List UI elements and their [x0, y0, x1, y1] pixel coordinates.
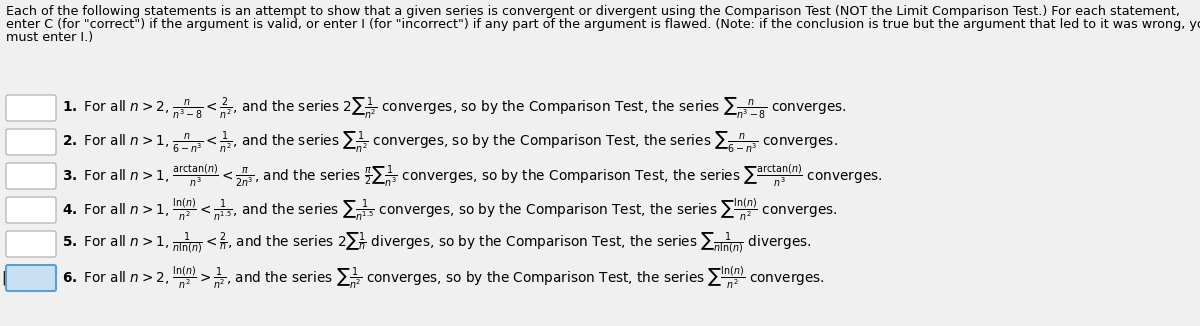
FancyBboxPatch shape [6, 129, 56, 155]
Text: |: | [1, 271, 6, 285]
FancyBboxPatch shape [6, 95, 56, 121]
Text: $\mathbf{5.}$ For all $n > 1$, $\frac{1}{n\ln(n)} < \frac{2}{n}$, and the series: $\mathbf{5.}$ For all $n > 1$, $\frac{1}… [62, 231, 811, 257]
Text: $\mathbf{4.}$ For all $n > 1$, $\frac{\ln(n)}{n^2} < \frac{1}{n^{1.5}}$, and the: $\mathbf{4.}$ For all $n > 1$, $\frac{\l… [62, 197, 838, 223]
Text: $\mathbf{2.}$ For all $n > 1$, $\frac{n}{6-n^3} < \frac{1}{n^2}$, and the series: $\mathbf{2.}$ For all $n > 1$, $\frac{n}… [62, 129, 838, 155]
FancyBboxPatch shape [6, 163, 56, 189]
Text: enter C (for "correct") if the argument is valid, or enter I (for "incorrect") i: enter C (for "correct") if the argument … [6, 18, 1200, 31]
Text: $\mathbf{1.}$ For all $n > 2$, $\frac{n}{n^3-8} < \frac{2}{n^2}$, and the series: $\mathbf{1.}$ For all $n > 2$, $\frac{n}… [62, 95, 846, 121]
Text: $\mathbf{6.}$ For all $n > 2$, $\frac{\ln(n)}{n^2} > \frac{1}{n^2}$, and the ser: $\mathbf{6.}$ For all $n > 2$, $\frac{\l… [62, 265, 824, 291]
Text: must enter I.): must enter I.) [6, 31, 94, 44]
FancyBboxPatch shape [6, 231, 56, 257]
FancyBboxPatch shape [6, 265, 56, 291]
Text: $\mathbf{3.}$ For all $n > 1$, $\frac{\mathrm{arctan}(n)}{n^3} < \frac{\pi}{2n^3: $\mathbf{3.}$ For all $n > 1$, $\frac{\m… [62, 163, 882, 189]
FancyBboxPatch shape [6, 197, 56, 223]
Text: Each of the following statements is an attempt to show that a given series is co: Each of the following statements is an a… [6, 5, 1180, 18]
